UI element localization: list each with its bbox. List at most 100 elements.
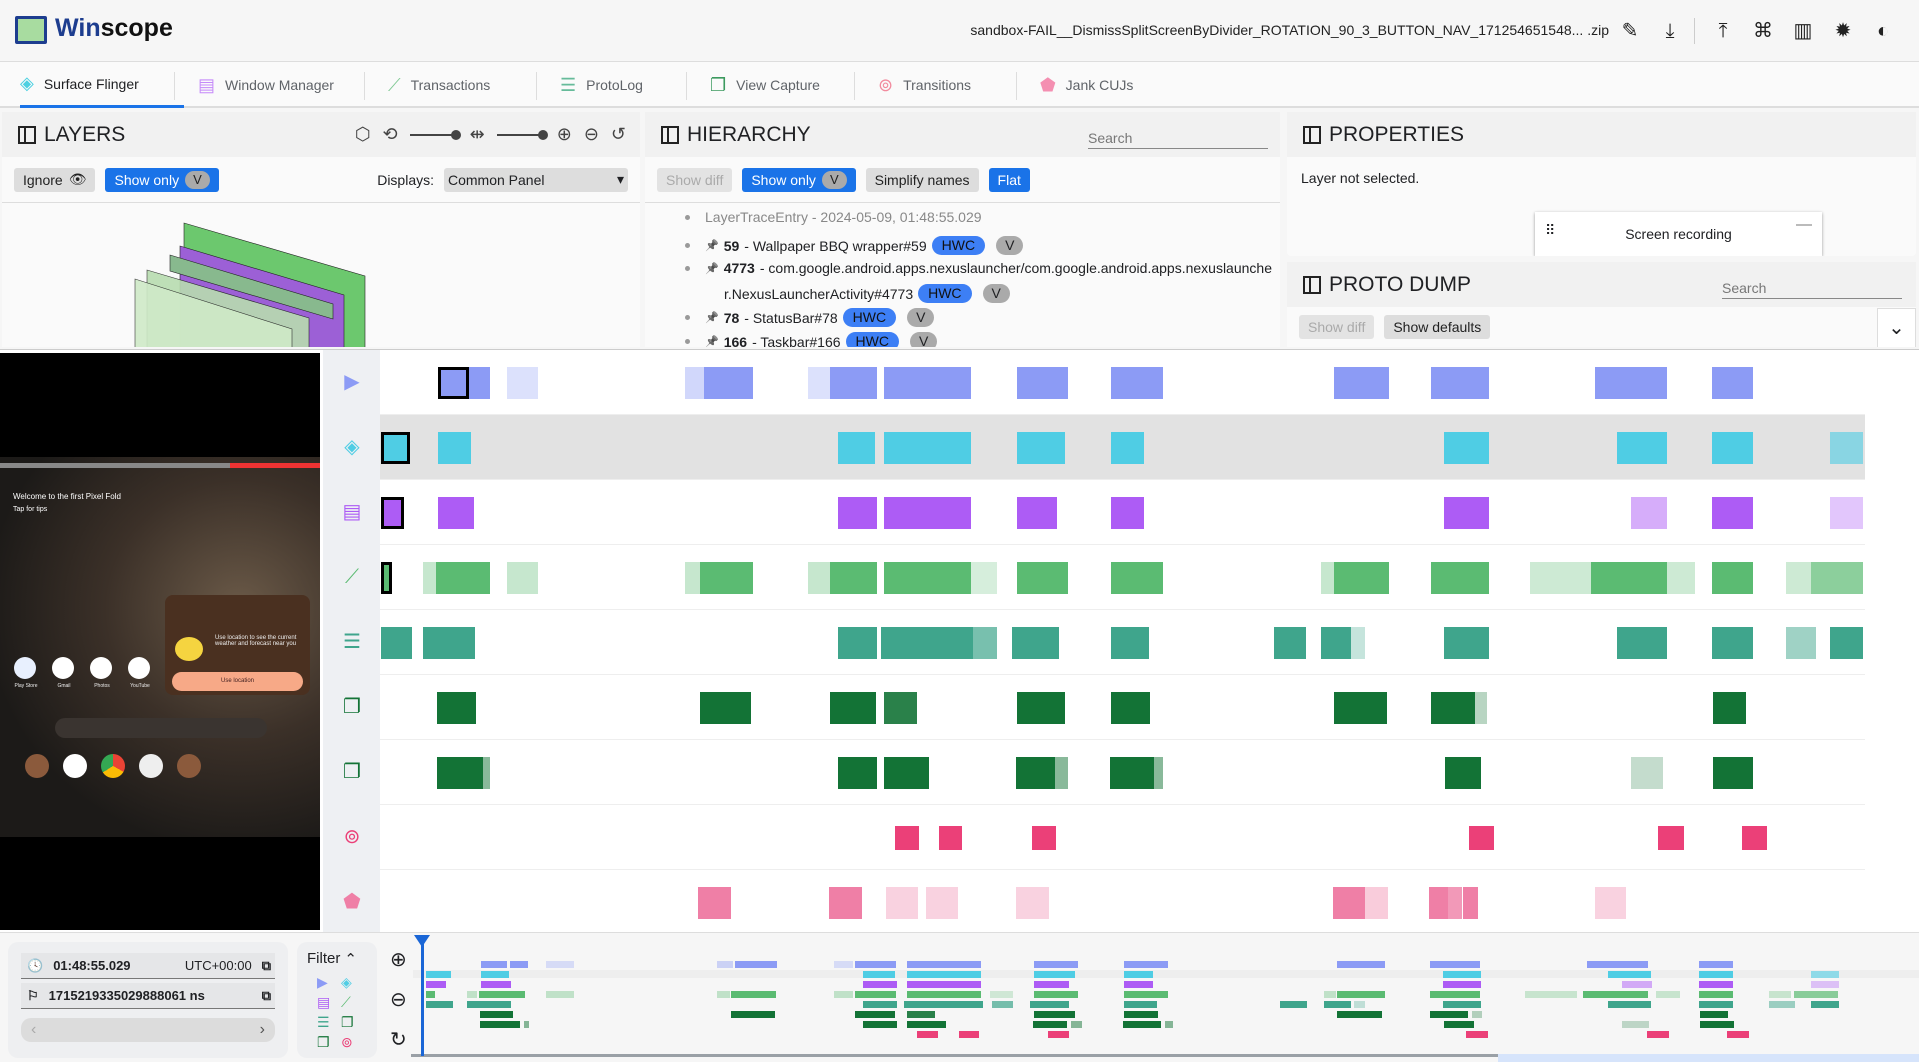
trace-entry[interactable]: [807, 561, 830, 594]
timeline-row-view-capture-1[interactable]: [380, 675, 1865, 740]
trace-entry[interactable]: [1616, 626, 1667, 659]
trace-entry[interactable]: [838, 496, 878, 529]
trace-entry[interactable]: [938, 825, 962, 850]
trace-entry[interactable]: [1741, 825, 1768, 850]
trace-entry[interactable]: [1110, 756, 1155, 789]
filter-toggle[interactable]: Filter ⌃: [307, 950, 357, 968]
layers-icon[interactable]: ◈: [344, 436, 360, 458]
window-icon[interactable]: ▤: [342, 501, 362, 523]
trace-entry[interactable]: [1591, 561, 1667, 594]
trace-entry[interactable]: [380, 626, 413, 659]
transitions-icon[interactable]: ⊚: [343, 826, 361, 848]
filter-none-icon[interactable]: ❐: [343, 696, 361, 718]
reset-view-icon[interactable]: ↺: [610, 124, 626, 144]
drag-handle-icon[interactable]: ⠿: [1545, 222, 1556, 238]
trace-entry[interactable]: [1785, 561, 1812, 594]
trace-entry[interactable]: [881, 626, 973, 659]
trace-entry[interactable]: [685, 561, 701, 594]
next-entry-icon[interactable]: ›: [259, 1021, 265, 1038]
trace-entry[interactable]: [1631, 756, 1664, 789]
trace-entry[interactable]: [483, 756, 490, 789]
trace-entry[interactable]: [1364, 886, 1388, 919]
tree-node[interactable]: 📌 4773 - com.google.android.apps.nexuslau…: [685, 260, 1272, 276]
trace-entry[interactable]: [1017, 561, 1069, 594]
timeline-row-protolog[interactable]: [380, 610, 1865, 675]
shortcuts-icon[interactable]: ⌘: [1753, 20, 1773, 42]
pin-icon[interactable]: 📌: [705, 262, 719, 275]
layers-3d-canvas[interactable]: [2, 203, 640, 347]
trace-entry[interactable]: [1017, 691, 1065, 724]
trace-entry[interactable]: [1111, 561, 1163, 594]
trace-entry[interactable]: [438, 366, 469, 399]
tab-jank-cujs[interactable]: ⬟ Jank CUJs: [1040, 62, 1150, 108]
trace-entry[interactable]: [1054, 756, 1069, 789]
reset-zoom-icon[interactable]: ↻: [390, 1029, 407, 1051]
trace-entry[interactable]: [506, 561, 539, 594]
trace-entry[interactable]: [1017, 496, 1058, 529]
timeline-row-jank-cujs[interactable]: [380, 870, 1865, 935]
trace-entry[interactable]: [1616, 431, 1667, 464]
tab-window-manager[interactable]: ▤ Window Manager: [198, 62, 358, 108]
trace-entry[interactable]: [1333, 366, 1390, 399]
filter-layers-icon[interactable]: ◈: [341, 974, 352, 990]
trace-entry[interactable]: [1444, 626, 1490, 659]
trace-entry[interactable]: [1712, 626, 1753, 659]
timeline-row-screen-recording[interactable]: [380, 350, 1865, 415]
minimap-window[interactable]: [1498, 1054, 1919, 1062]
show-diff-button[interactable]: Show diff: [657, 167, 733, 192]
trace-entry[interactable]: [697, 886, 731, 919]
trace-entry[interactable]: [506, 366, 539, 399]
timeline-icon[interactable]: ⟋: [345, 566, 359, 588]
cube-icon[interactable]: ⬡: [354, 124, 371, 144]
trace-entry[interactable]: [828, 886, 862, 919]
tab-surface-flinger[interactable]: ◈ Surface Flinger: [20, 62, 184, 108]
tab-transitions[interactable]: ⊚ Transitions: [878, 62, 998, 108]
zoom-out-icon[interactable]: ⊖: [583, 124, 599, 144]
trace-entry[interactable]: [468, 366, 490, 399]
collapse-icon[interactable]: [1303, 275, 1321, 294]
trace-entry[interactable]: [1274, 626, 1306, 659]
flat-button[interactable]: Flat: [988, 167, 1030, 192]
trace-entry[interactable]: [1320, 626, 1352, 659]
trace-entry[interactable]: [1332, 886, 1365, 919]
tab-protolog[interactable]: ☰ ProtoLog: [560, 62, 670, 108]
trace-entry[interactable]: [1444, 496, 1490, 529]
trace-entry[interactable]: [1658, 825, 1684, 850]
trace-entry[interactable]: [829, 691, 877, 724]
trace-entry[interactable]: [894, 825, 920, 850]
videocam-icon[interactable]: ▶: [344, 371, 360, 393]
notes-icon[interactable]: ☰: [343, 631, 361, 653]
rotate-icon[interactable]: ⟲: [382, 124, 398, 144]
show-diff-button[interactable]: Show diff: [1299, 315, 1375, 339]
trace-entry[interactable]: [436, 691, 477, 724]
trace-entry[interactable]: [380, 561, 392, 594]
edit-icon[interactable]: ✎: [1621, 20, 1639, 42]
filter-filter-none-icon[interactable]: ❐: [317, 1034, 330, 1050]
collapse-icon[interactable]: [661, 125, 679, 144]
bug-icon[interactable]: ✹: [1834, 20, 1852, 42]
trace-entry[interactable]: [1712, 366, 1753, 399]
expand-timeline-icon[interactable]: ⌄: [1877, 308, 1916, 347]
trace-entry[interactable]: [1111, 626, 1150, 659]
tree-node[interactable]: 📌 78 - StatusBar#78 HWC V: [685, 308, 935, 327]
docs-icon[interactable]: ▥: [1793, 20, 1813, 42]
trace-entry[interactable]: [1351, 626, 1365, 659]
trace-entry[interactable]: [1447, 886, 1463, 919]
upload-icon[interactable]: ⤒: [1718, 20, 1728, 42]
trace-entry[interactable]: [436, 756, 484, 789]
trace-entry[interactable]: [1474, 691, 1487, 724]
trace-entry[interactable]: [380, 431, 410, 464]
trace-entry[interactable]: [1154, 756, 1163, 789]
trace-entry[interactable]: [1785, 626, 1817, 659]
timeline-row-transactions[interactable]: [380, 545, 1865, 610]
filter-timeline-icon[interactable]: ⟋: [341, 994, 351, 1010]
trace-entry[interactable]: [1111, 496, 1145, 529]
trace-entry[interactable]: [1333, 561, 1390, 594]
trace-entry[interactable]: [1012, 626, 1059, 659]
zoom-in-icon[interactable]: ⊕: [390, 949, 407, 971]
tree-node-cont[interactable]: r.NexusLauncherActivity#4773 HWC V: [724, 284, 1010, 303]
trace-entry[interactable]: [883, 756, 929, 789]
tab-view-capture[interactable]: ❐ View Capture: [710, 62, 840, 108]
time-cursor-handle[interactable]: [414, 935, 430, 947]
trace-entry[interactable]: [1111, 431, 1145, 464]
